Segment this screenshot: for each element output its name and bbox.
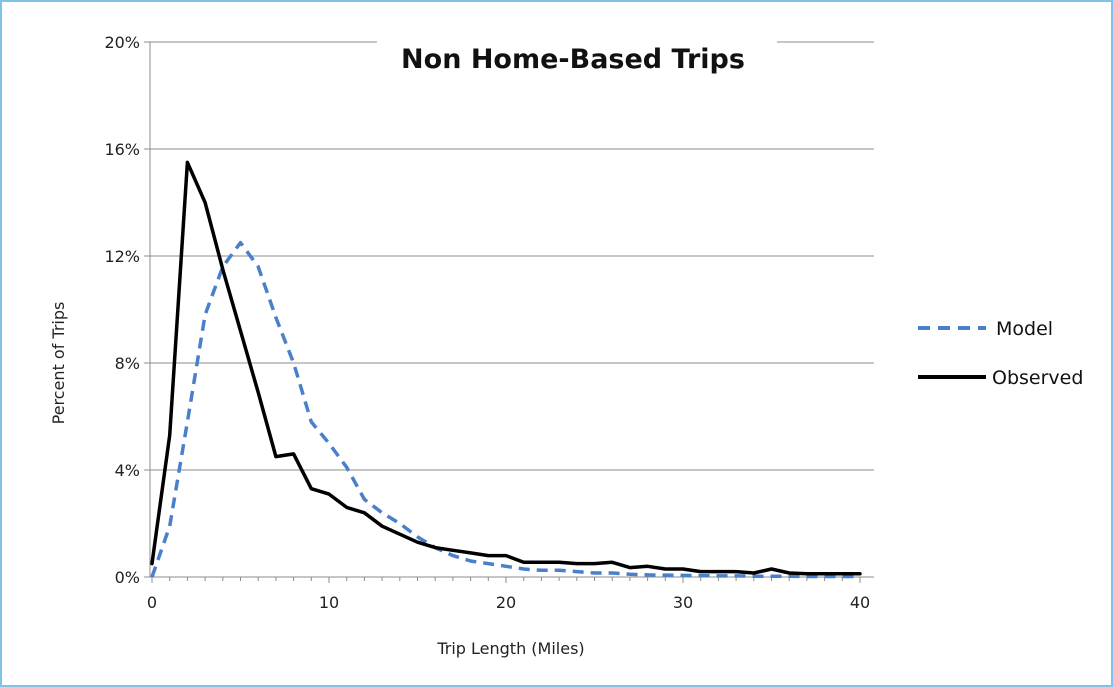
y-tick-label-0: 0% [115, 568, 140, 587]
legend-label-model: Model [996, 318, 1053, 340]
chart-title: Non Home-Based Trips [401, 44, 745, 75]
y-tick-label-4: 4% [115, 461, 140, 480]
y-axis-title: Percent of Trips [49, 302, 68, 425]
series-line-observed [150, 160, 862, 576]
y-tick-label-8: 8% [115, 354, 140, 373]
series-line-model [150, 240, 860, 579]
x-tick-label-20: 20 [496, 593, 516, 612]
y-tick-label-12: 12% [104, 247, 140, 266]
chart-title-background [377, 32, 777, 90]
x-tick-label-10: 10 [319, 593, 339, 612]
x-axis-title: Trip Length (Miles) [436, 639, 584, 658]
x-tick-label-0: 0 [147, 593, 157, 612]
y-tick-label-16: 16% [104, 140, 140, 159]
x-tick-label-30: 30 [673, 593, 693, 612]
x-tick-labels: 0 10 20 30 40 [147, 593, 870, 612]
gridlines [150, 41, 874, 471]
x-tick-label-40: 40 [850, 593, 870, 612]
y-tick-labels: 0% 4% 8% 12% 16% 20% [104, 33, 140, 587]
series-lines [150, 160, 862, 579]
legend: Model Observed [918, 318, 1083, 389]
axes [144, 41, 874, 583]
y-tick-label-20: 20% [104, 33, 140, 52]
legend-label-observed: Observed [992, 367, 1083, 389]
